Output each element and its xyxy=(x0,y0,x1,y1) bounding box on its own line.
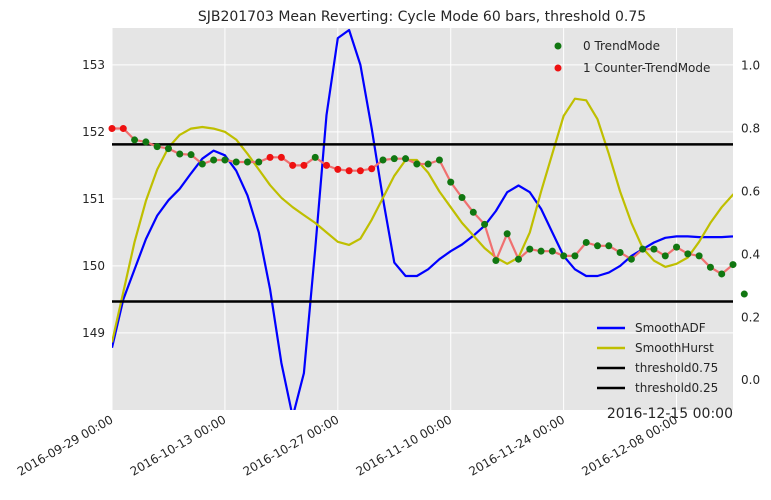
legend-line-label: SmoothADF xyxy=(635,321,706,335)
counter-trend-point xyxy=(368,165,376,173)
counter-trend-point xyxy=(334,165,342,173)
counter-trend-point xyxy=(323,161,331,169)
legend-line-label: threshold0.75 xyxy=(635,361,718,375)
trend-point xyxy=(526,245,534,253)
y-right-tick-label: 0.0 xyxy=(741,373,760,387)
trend-point xyxy=(210,156,218,164)
counter-trend-point xyxy=(108,125,116,133)
y-right-tick-label: 0.6 xyxy=(741,184,760,198)
trend-point xyxy=(650,245,658,253)
legend-lines: SmoothADF SmoothHurst threshold0.75 thresho… xyxy=(597,321,718,395)
trend-point xyxy=(311,153,319,161)
trend-point xyxy=(379,156,387,164)
y-left-tick-label: 152 xyxy=(82,125,105,139)
trend-point xyxy=(390,155,398,163)
trend-point xyxy=(616,249,624,257)
trend-point xyxy=(413,160,421,168)
trend-point xyxy=(153,143,161,151)
y-right-tick-label: 1.0 xyxy=(741,59,760,73)
trend-point xyxy=(255,158,263,166)
trend-point xyxy=(605,242,613,250)
trend-point xyxy=(424,160,432,168)
price-markers xyxy=(108,125,748,298)
legend-marker-label: 0 TrendMode xyxy=(583,39,660,53)
x-offset-label: 2016-12-15 00:00 xyxy=(607,406,733,422)
trend-point xyxy=(435,156,443,164)
trend-point xyxy=(492,257,500,265)
legend-marker-swatch xyxy=(554,42,562,50)
trend-point xyxy=(469,208,477,216)
trend-point xyxy=(673,243,681,251)
trend-point xyxy=(729,261,737,269)
y-left-tick-label: 153 xyxy=(82,58,105,72)
counter-trend-point xyxy=(289,161,297,169)
trend-point xyxy=(164,145,172,153)
trend-point xyxy=(458,194,466,202)
legend-marker-swatch xyxy=(554,64,562,72)
grid xyxy=(111,28,733,410)
chart-title: SJB201703 Mean Reverting: Cycle Mode 60 … xyxy=(198,9,646,25)
trend-point xyxy=(232,158,240,166)
trend-point xyxy=(718,270,726,278)
trend-point xyxy=(243,158,251,166)
legend-line-label: SmoothHurst xyxy=(635,341,714,355)
trend-point xyxy=(582,238,590,246)
trend-point xyxy=(131,136,139,144)
trend-point xyxy=(537,247,545,255)
trend-point xyxy=(503,230,511,238)
counter-trend-point xyxy=(356,167,364,175)
trend-point xyxy=(684,250,692,258)
trend-point xyxy=(514,255,522,263)
trend-point xyxy=(481,220,489,228)
trend-point xyxy=(594,242,602,250)
counter-trend-point xyxy=(266,153,274,161)
trend-point xyxy=(548,247,556,255)
trend-point xyxy=(639,245,647,253)
counter-trend-point xyxy=(345,167,353,175)
counter-trend-point xyxy=(277,153,285,161)
y-left-tick-label: 150 xyxy=(82,259,105,273)
series-smoothhurst xyxy=(112,97,733,343)
y-left-tick-label: 149 xyxy=(82,326,105,340)
trend-point xyxy=(187,151,195,159)
counter-trend-point xyxy=(119,125,127,133)
legend-marker-label: 1 Counter-TrendMode xyxy=(583,61,710,75)
trend-point xyxy=(447,178,455,186)
trend-point xyxy=(740,290,748,298)
y-left-tick-label: 151 xyxy=(82,192,105,206)
y-right-tick-label: 0.2 xyxy=(741,310,760,324)
trend-point xyxy=(221,156,229,164)
counter-trend-point xyxy=(300,161,308,169)
trend-point xyxy=(706,263,714,271)
trend-point xyxy=(402,155,410,163)
legend-line-label: threshold0.25 xyxy=(635,381,718,395)
trend-point xyxy=(142,138,150,146)
trend-point xyxy=(627,255,635,263)
y-right-tick-label: 0.4 xyxy=(741,247,760,261)
legend-markers: 0 TrendMode 1 Counter-TrendMode xyxy=(554,39,710,75)
trend-point xyxy=(176,150,184,158)
trend-point xyxy=(661,252,669,260)
y-right-tick-label: 0.8 xyxy=(741,122,760,136)
trend-point xyxy=(560,252,568,260)
trend-point xyxy=(198,160,206,168)
trend-point xyxy=(571,252,579,260)
trend-point xyxy=(695,252,703,260)
